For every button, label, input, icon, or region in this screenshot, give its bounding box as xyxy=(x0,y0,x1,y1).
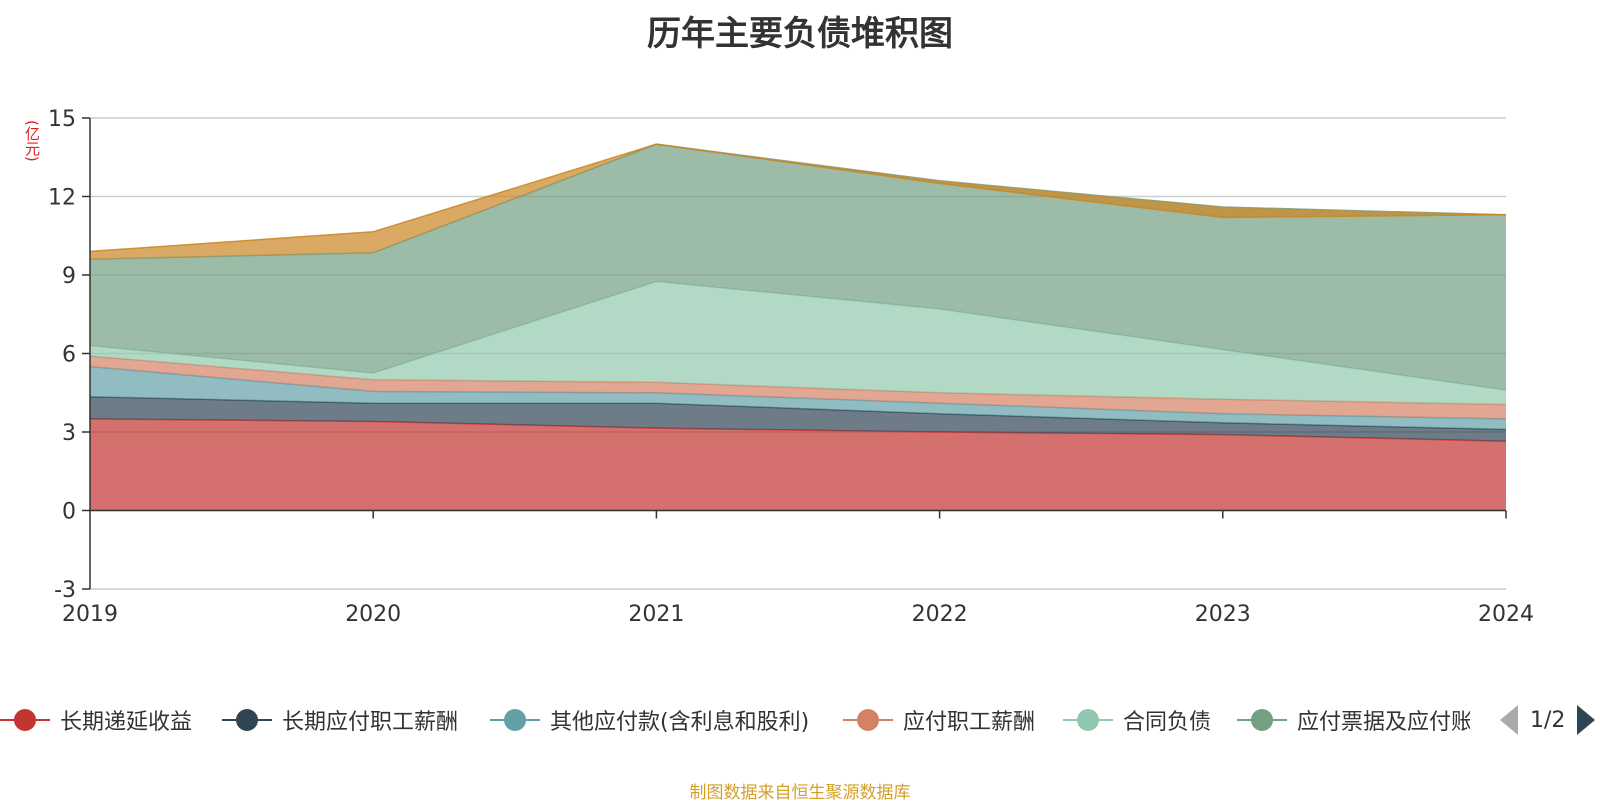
data-source-note: 制图数据来自恒生聚源数据库 xyxy=(689,783,911,803)
legend-pager: 1/2 xyxy=(1500,702,1596,738)
legend-marker-icon xyxy=(222,708,272,732)
legend-marker-icon xyxy=(1063,708,1113,732)
legend-label: 应付职工薪酬 xyxy=(903,710,1036,735)
y-tick-label: 15 xyxy=(48,107,76,132)
legend-marker-icon xyxy=(1237,708,1287,732)
chart-title: 历年主要负债堆积图 xyxy=(647,14,953,54)
legend-label: 合同负债 xyxy=(1123,710,1212,735)
y-tick-label: 12 xyxy=(48,186,76,211)
x-tick-label: 2021 xyxy=(628,602,684,627)
legend-label: 其他应付款(含利息和股利) xyxy=(550,710,810,735)
area-series-1 xyxy=(90,418,1506,511)
legend-label: 长期递延收益 xyxy=(60,710,193,735)
legend-label: 长期应付职工薪酬 xyxy=(282,710,459,735)
legend-marker-icon xyxy=(0,708,50,732)
legend-item[interactable]: 长期递延收益 xyxy=(0,700,230,740)
x-tick-label: 2019 xyxy=(62,602,118,627)
x-tick-label: 2024 xyxy=(1478,602,1534,627)
legend: 长期递延收益 长期应付职工薪酬 其他应付款(含利息和股利) 应付职工薪酬 合同负债 应付票… xyxy=(0,700,1600,740)
x-tick-label: 2023 xyxy=(1195,602,1251,627)
y-tick-label: 3 xyxy=(62,421,76,446)
y-tick-label: 9 xyxy=(62,264,76,289)
y-tick-label: -3 xyxy=(54,578,76,603)
legend-item[interactable]: 其他应付款(含利息和股利) xyxy=(490,700,850,740)
legend-prev-page-icon[interactable] xyxy=(1500,705,1518,735)
x-tick-label: 2020 xyxy=(345,602,401,627)
y-tick-label: 0 xyxy=(62,500,76,525)
area-series-5 xyxy=(90,281,1506,405)
legend-page-indicator: 1/2 xyxy=(1530,707,1566,733)
y-tick-label: 6 xyxy=(62,343,76,368)
area-series-4 xyxy=(90,356,1506,419)
legend-label: 应付票据及应付账款 xyxy=(1297,710,1470,735)
y-axis-unit-label: (亿元) xyxy=(23,120,41,162)
legend-item[interactable]: 应付职工薪酬 xyxy=(843,700,1073,740)
x-tick-label: 2022 xyxy=(912,602,968,627)
legend-next-page-icon[interactable] xyxy=(1577,705,1596,735)
area-series-7 xyxy=(90,144,1506,260)
area-line-series-7 xyxy=(89,143,1507,253)
area-series-2 xyxy=(90,396,1506,442)
legend-item[interactable]: 合同负债 xyxy=(1063,700,1243,740)
legend-marker-icon xyxy=(490,708,540,732)
legend-item[interactable]: 长期应付职工薪酬 xyxy=(222,700,492,740)
legend-marker-icon xyxy=(843,708,893,732)
legend-item[interactable]: 应付票据及应付账款 xyxy=(1237,700,1470,740)
